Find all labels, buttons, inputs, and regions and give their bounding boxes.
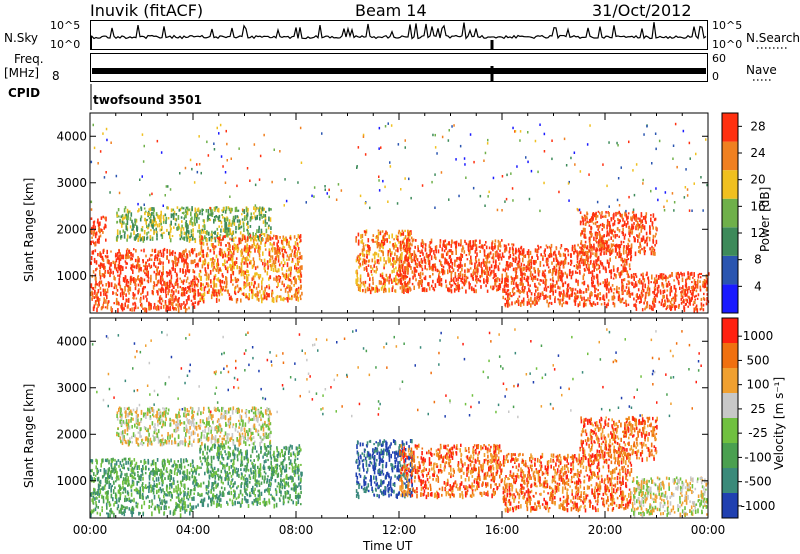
velocity-panel-colorbar-tick-label: -1000: [741, 499, 776, 513]
velocity-panel-colorbar-swatch: [722, 418, 738, 443]
velocity-panel-colorbar-tick-label: -100: [744, 450, 771, 464]
noise-tick-top-right: 10^5: [712, 19, 743, 32]
x-tick-label: 00:00: [691, 523, 726, 537]
velocity-panel-colorbar-swatch: [722, 368, 738, 393]
velocity-panel-colorbar-frame: [721, 317, 739, 519]
power-panel-colorbar-tick-label: 8: [754, 253, 762, 267]
velocity-panel-colorbar-tick-label: -25: [748, 426, 768, 440]
power-panel-colorbar-swatch: [722, 227, 738, 256]
nave-tick-bot: 0: [712, 70, 719, 83]
velocity-panel-cells: [90, 328, 709, 519]
power-panel-colorbar-swatch: [722, 255, 738, 285]
velocity-panel-colorbar-tick-label: 500: [747, 353, 770, 367]
x-tick-label: 04:00: [176, 523, 211, 537]
freq-tick-label: 8: [52, 69, 60, 83]
power-panel-colorbar-tick-label: 12: [750, 226, 765, 240]
power-panel-colorbar-swatch: [722, 284, 738, 313]
power-panel-colorbar-swatch: [722, 141, 738, 171]
freq-unit-label: [MHz]: [4, 66, 40, 80]
power-panel-colorbar-swatch: [722, 170, 738, 199]
power-panel-colorbar-tick-label: 28: [750, 119, 765, 133]
x-tick-label: 12:00: [382, 523, 417, 537]
power-panel-ytick-label: 3000: [56, 176, 87, 190]
velocity-panel-colorbar-swatch: [722, 493, 738, 518]
velocity-panel-colorbar-swatch: [722, 443, 738, 468]
power-panel-ytick-label: 1000: [56, 269, 87, 283]
freq-nave-panel: [90, 53, 708, 82]
nsearch-label: N.Search: [746, 31, 800, 45]
velocity-panel-colorbar-swatch: [722, 318, 738, 343]
power-panel-colorbar-tick-label: 24: [750, 146, 765, 160]
cpid-value: twofsound 3501: [93, 93, 202, 107]
power-panel-ytick-label: 4000: [56, 129, 87, 143]
nave-tick-top: 60: [712, 52, 726, 65]
nave-band: [92, 68, 706, 74]
power-panel-colorbar-swatch: [722, 198, 738, 228]
velocity-panel-colorbar-swatch: [722, 343, 738, 368]
station-title: Inuvik (fitACF): [90, 1, 204, 20]
noise-tick-bot-right: 10^0: [712, 38, 743, 51]
freq-label: Freq.: [14, 52, 44, 66]
cpid-label: CPID: [8, 86, 41, 100]
nsky-label: N.Sky: [4, 31, 39, 45]
x-tick-label: 16:00: [485, 523, 520, 537]
velocity-panel-colorbar-tick-label: 100: [747, 378, 770, 392]
velocity-panel-colorbar-tick-label: 1000: [743, 329, 774, 343]
beam-title: Beam 14: [355, 1, 427, 20]
velocity-panel-colorbar-swatch: [722, 468, 738, 493]
velocity-panel-colorbar-tick-label: -500: [744, 475, 771, 489]
noise-panel: [90, 20, 708, 50]
nave-label: Nave: [746, 63, 777, 77]
power-panel-colorbar-frame: [721, 112, 739, 314]
velocity-panel-ytick-label: 3000: [56, 381, 87, 395]
velocity-panel-colorbar-swatch: [722, 393, 738, 418]
x-tick-label: 20:00: [588, 523, 623, 537]
velocity-panel-frame: [89, 317, 709, 519]
power-panel-colorbar-tick-label: 4: [754, 279, 762, 293]
x-tick-label: 08:00: [279, 523, 314, 537]
velocity-panel-ytick-label: 1000: [56, 474, 87, 488]
velocity-panel-ytick-label: 2000: [56, 427, 87, 441]
power-panel-colorbar-tick-label: 16: [750, 199, 765, 213]
x-axis-label: Time UT: [363, 539, 413, 553]
noise-tick-top-left: 10^5: [50, 19, 81, 32]
noise-tick-bot-left: 10^0: [50, 38, 81, 51]
noise-trace: [91, 22, 707, 40]
power-panel-colorbar-swatch: [722, 113, 738, 142]
date-title: 31/Oct/2012: [592, 1, 692, 20]
velocity-panel-ytick-label: 4000: [56, 334, 87, 348]
x-tick-label: 00:00: [73, 523, 108, 537]
power-panel-cells: [90, 122, 710, 314]
power-panel-colorbar-tick-label: 20: [750, 173, 765, 187]
power-panel-ytick-label: 2000: [56, 222, 87, 236]
velocity-panel-colorbar-tick-label: 25: [750, 402, 765, 416]
